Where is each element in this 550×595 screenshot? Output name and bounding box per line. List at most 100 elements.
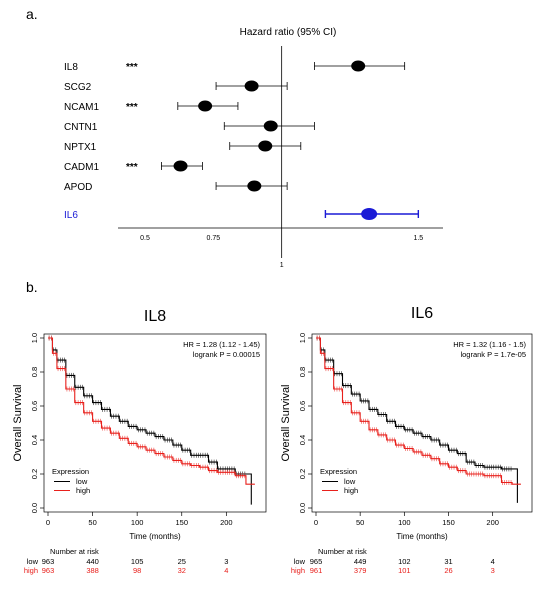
- km-risk-header: Number at risk: [50, 547, 99, 556]
- km-legend-title: Expression: [52, 467, 89, 476]
- km-legend-label-high: high: [76, 486, 90, 495]
- forest-row-label: IL8: [64, 62, 78, 73]
- km-x-axis-label: Time (months): [396, 532, 448, 541]
- forest-title: Hazard ratio (95% CI): [240, 27, 337, 38]
- forest-tick-label: 1: [280, 262, 284, 269]
- km-risk-value: 4: [224, 566, 228, 575]
- km-y-tick-label: 0.6: [30, 401, 39, 411]
- km-curve-high: [48, 337, 255, 485]
- km-x-tick-label: 150: [442, 518, 455, 527]
- km-x-tick-label: 0: [314, 518, 318, 527]
- forest-point-estimate: [361, 208, 378, 220]
- km-curve-high: [316, 337, 521, 485]
- forest-row-label: CNTN1: [64, 122, 98, 133]
- forest-point-estimate: [198, 100, 213, 112]
- km-y-tick-label: 0.0: [298, 503, 307, 513]
- km-censor-marks-high: [316, 335, 512, 485]
- km-y-axis-label: Overall Survival: [12, 384, 24, 461]
- km-risk-value: 388: [86, 566, 99, 575]
- forest-significance-label: ***: [126, 62, 138, 73]
- forest-row-label: NCAM1: [64, 102, 99, 113]
- km-x-tick-label: 200: [486, 518, 499, 527]
- km-x-tick-label: 200: [220, 518, 233, 527]
- forest-significance-label: ***: [126, 102, 138, 113]
- km-legend-label-high: high: [344, 486, 358, 495]
- forest-significance-label: ***: [126, 162, 138, 173]
- km-legend-label-low: low: [344, 477, 356, 486]
- km-curve-low: [48, 337, 252, 505]
- km-x-tick-label: 0: [46, 518, 50, 527]
- km-risk-value: 963: [42, 557, 55, 566]
- km-stat-text: logrank P = 0.00015: [193, 350, 260, 359]
- forest-row-label: NPTX1: [64, 142, 97, 153]
- forest-row-label: CADM1: [64, 162, 99, 173]
- km-legend-label-low: low: [76, 477, 88, 486]
- km-risk-row-label: low: [294, 557, 306, 566]
- km-risk-value: 105: [131, 557, 144, 566]
- forest-row-label: SCG2: [64, 82, 92, 93]
- km-risk-value: 31: [444, 557, 452, 566]
- km-risk-row-label: high: [24, 566, 38, 575]
- km-risk-value: 98: [133, 566, 141, 575]
- km-y-tick-label: 0.6: [298, 401, 307, 411]
- forest-point-estimate: [263, 120, 278, 132]
- km-y-tick-label: 0.2: [30, 469, 39, 479]
- km-plot-il6: IL6 0 50 100 150 200 0.0 0.2 0.4 0.6 0.8 1.0 Time (m…: [280, 305, 533, 575]
- km-title: IL8: [144, 308, 166, 325]
- km-y-tick-label: 0.8: [298, 367, 307, 377]
- km-x-tick-label: 50: [88, 518, 96, 527]
- km-risk-value: 965: [310, 557, 323, 566]
- km-risk-value: 26: [444, 566, 452, 575]
- km-risk-value: 449: [354, 557, 367, 566]
- forest-tick-label: 0.5: [140, 235, 150, 242]
- forest-tick-label: 1.5: [413, 235, 423, 242]
- km-y-tick-label: 0.0: [30, 503, 39, 513]
- km-stat-text: HR = 1.28 (1.12 - 1.45): [183, 340, 260, 349]
- km-x-axis-label: Time (months): [129, 532, 181, 541]
- km-censor-marks-high: [48, 335, 246, 479]
- km-y-tick-label: 1.0: [30, 333, 39, 343]
- km-risk-row-label: high: [291, 566, 305, 575]
- km-y-tick-label: 0.2: [298, 469, 307, 479]
- km-stat-text: logrank P = 1.7e-05: [460, 350, 526, 359]
- forest-plot: Hazard ratio (95% CI) 0.5 0.75 1 1.5 IL8 *** SC…: [64, 27, 443, 269]
- km-x-tick-label: 100: [398, 518, 411, 527]
- km-title: IL6: [411, 305, 433, 322]
- km-y-tick-label: 0.4: [30, 435, 39, 445]
- km-risk-value: 961: [310, 566, 323, 575]
- forest-point-estimate: [351, 60, 366, 72]
- km-legend-title: Expression: [320, 467, 357, 476]
- km-curve-low: [316, 337, 518, 503]
- forest-tick-label: 0.75: [207, 235, 221, 242]
- km-risk-value: 32: [178, 566, 186, 575]
- km-risk-value: 4: [491, 557, 495, 566]
- km-risk-value: 101: [398, 566, 411, 575]
- forest-point-estimate: [173, 160, 188, 172]
- km-plot-frame: [43, 333, 267, 513]
- forest-point-estimate: [258, 140, 273, 152]
- km-plot-frame: [311, 333, 533, 513]
- forest-row-label: APOD: [64, 182, 92, 193]
- km-risk-value: 379: [354, 566, 367, 575]
- km-risk-header: Number at risk: [318, 547, 367, 556]
- panel-b-label: b.: [26, 279, 38, 295]
- forest-row-label: IL6: [64, 210, 78, 221]
- km-x-tick-label: 100: [131, 518, 144, 527]
- km-risk-row-label: low: [27, 557, 39, 566]
- km-risk-value: 440: [86, 557, 99, 566]
- km-stat-text: HR = 1.32 (1.16 - 1.5): [453, 340, 526, 349]
- km-y-axis-label: Overall Survival: [280, 384, 292, 461]
- km-risk-value: 102: [398, 557, 411, 566]
- km-risk-value: 963: [42, 566, 55, 575]
- km-x-tick-label: 50: [356, 518, 364, 527]
- forest-point-estimate: [247, 180, 262, 192]
- km-y-tick-label: 0.4: [298, 435, 307, 445]
- panel-a-label: a.: [26, 6, 38, 22]
- km-x-tick-label: 150: [175, 518, 188, 527]
- km-risk-value: 3: [491, 566, 495, 575]
- km-risk-value: 25: [178, 557, 186, 566]
- km-y-tick-label: 1.0: [298, 333, 307, 343]
- km-y-tick-label: 0.8: [30, 367, 39, 377]
- km-plot-il8: IL8 0 50 100 150 200 0.0 0.2 0.4 0.6 0.8 1.0 Time (m…: [12, 308, 267, 575]
